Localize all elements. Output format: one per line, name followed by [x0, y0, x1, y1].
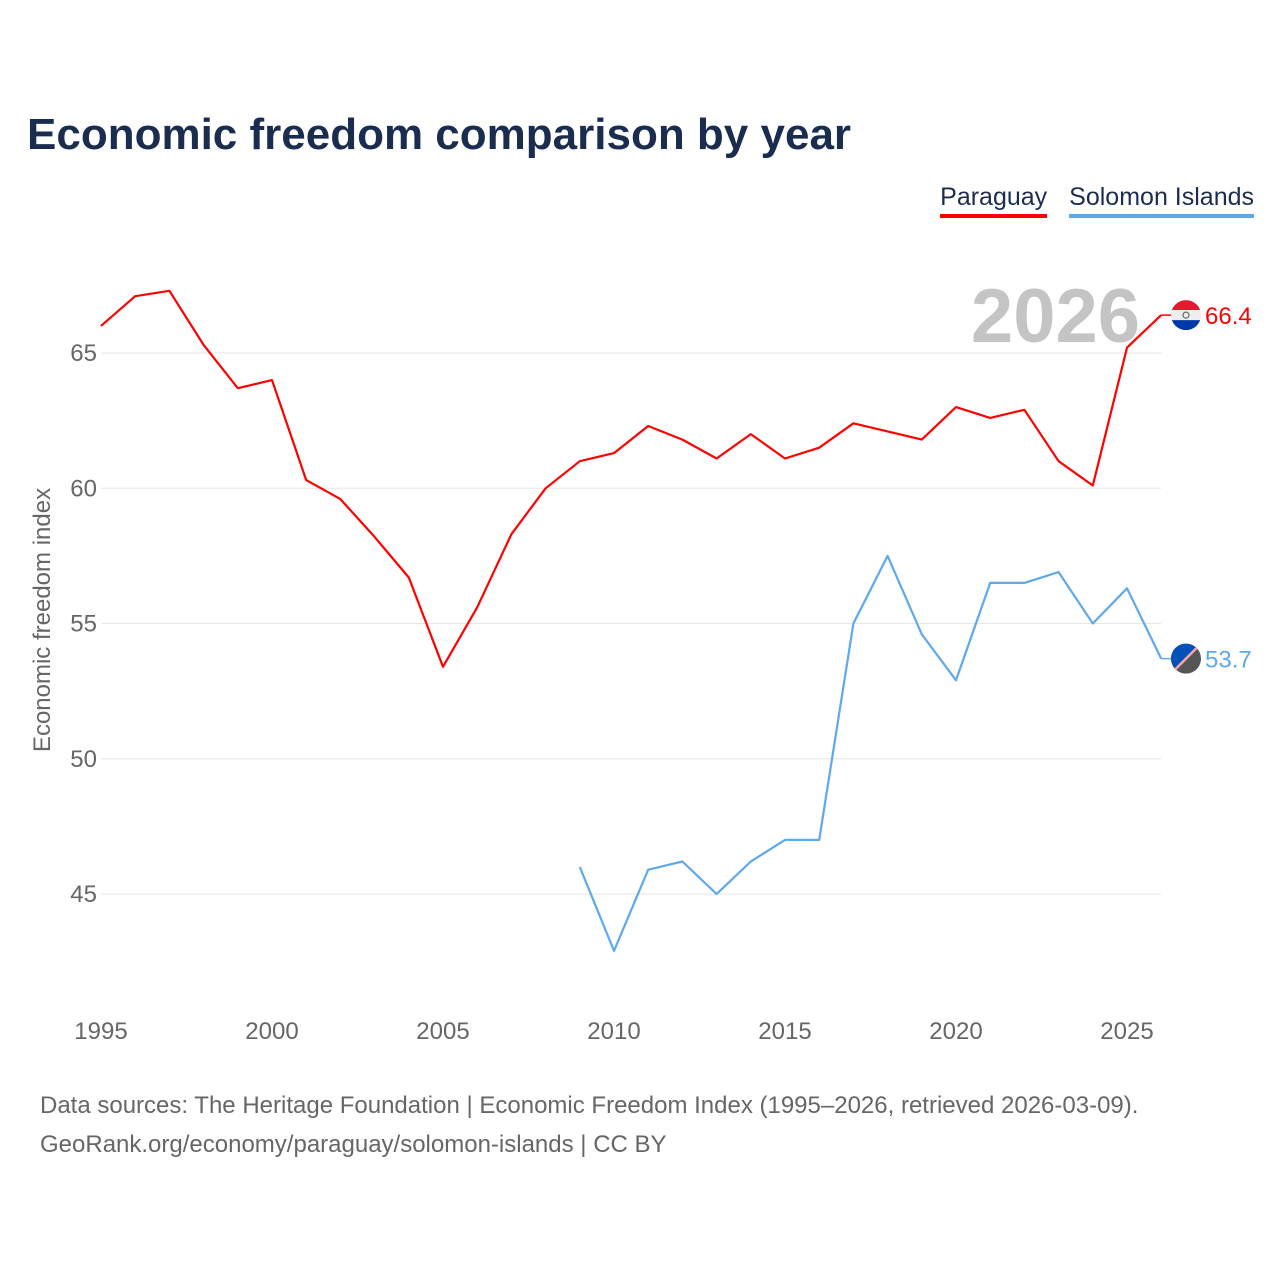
- legend-solomon-islands[interactable]: Solomon Islands: [1069, 183, 1254, 218]
- data-point: [611, 948, 617, 954]
- data-point: [714, 891, 720, 897]
- data-point: [543, 485, 549, 491]
- data-point: [235, 385, 241, 391]
- data-point: [440, 664, 446, 670]
- x-tick-label: 1995: [74, 1018, 127, 1045]
- data-point: [508, 531, 514, 537]
- legend-paraguay[interactable]: Paraguay: [940, 183, 1048, 218]
- data-point: [269, 377, 275, 383]
- end-value-label: 66.4: [1205, 303, 1252, 330]
- data-point: [1056, 458, 1062, 464]
- flag-body: [1171, 643, 1201, 674]
- data-point: [748, 431, 754, 437]
- footer-sources: Data sources: The Heritage Foundation | …: [40, 1092, 1139, 1119]
- y-tick-label: 60: [70, 475, 97, 502]
- flag-body: [1171, 300, 1201, 331]
- data-point: [748, 859, 754, 865]
- flag-blue: [1171, 320, 1201, 331]
- data-point: [1124, 345, 1130, 351]
- data-point: [406, 575, 412, 581]
- y-tick-label: 50: [70, 746, 97, 773]
- data-point: [1090, 483, 1096, 489]
- data-point: [919, 631, 925, 637]
- data-point: [1124, 585, 1130, 591]
- data-point: [816, 837, 822, 843]
- x-tick-label: 2020: [929, 1018, 982, 1045]
- data-point: [850, 621, 856, 627]
- data-point: [782, 837, 788, 843]
- data-point: [885, 553, 891, 559]
- data-point: [645, 423, 651, 429]
- data-point: [132, 293, 138, 299]
- y-axis-label: Economic freedom index: [29, 488, 56, 752]
- data-point: [679, 859, 685, 865]
- data-point: [611, 450, 617, 456]
- y-tick-label: 65: [70, 340, 97, 367]
- x-tick-label: 2005: [416, 1018, 469, 1045]
- flag-emblem: [1182, 311, 1190, 319]
- data-point: [577, 864, 583, 870]
- end-value-label: 53.7: [1205, 647, 1252, 674]
- x-tick-label: 2010: [587, 1018, 640, 1045]
- data-point: [987, 580, 993, 586]
- data-point: [577, 458, 583, 464]
- data-point: [337, 496, 343, 502]
- flag-white: [1171, 310, 1201, 321]
- data-point: [303, 477, 309, 483]
- data-point: [816, 445, 822, 451]
- data-point: [166, 288, 172, 294]
- series-line-paraguay: [100, 289, 1162, 668]
- data-point: [1090, 621, 1096, 627]
- flag-red: [1171, 300, 1201, 311]
- data-point: [714, 455, 720, 461]
- flag-stripe: [1171, 643, 1201, 674]
- year-watermark: 2026: [971, 274, 1140, 359]
- data-point: [850, 420, 856, 426]
- data-point: [645, 867, 651, 873]
- data-point: [953, 404, 959, 410]
- legend: Paraguay Solomon Islands: [940, 183, 1254, 218]
- data-point: [885, 428, 891, 434]
- x-tick-label: 2000: [245, 1018, 298, 1045]
- data-point: [98, 323, 104, 329]
- series-line-solomon-islands: [578, 554, 1163, 952]
- x-tick-label: 2025: [1100, 1018, 1153, 1045]
- x-tick-label: 2015: [758, 1018, 811, 1045]
- data-point: [679, 437, 685, 443]
- chart-title: Economic freedom comparison by year: [27, 110, 852, 159]
- data-point: [1021, 407, 1027, 413]
- y-tick-label: 45: [70, 881, 97, 908]
- footer: Data sources: The Heritage Foundation | …: [40, 1086, 1138, 1164]
- data-point: [201, 342, 207, 348]
- data-point: [782, 455, 788, 461]
- data-point: [953, 677, 959, 683]
- footer-link[interactable]: GeoRank.org/economy/paraguay/solomon-isl…: [40, 1131, 667, 1158]
- data-point: [372, 534, 378, 540]
- data-point: [987, 415, 993, 421]
- data-point: [1021, 580, 1027, 586]
- data-point: [1056, 569, 1062, 575]
- data-point: [474, 604, 480, 610]
- data-point: [919, 437, 925, 443]
- y-tick-label: 55: [70, 611, 97, 638]
- paraguay-flag-icon: [1171, 300, 1201, 331]
- solomon-islands-flag-icon: [1171, 643, 1201, 674]
